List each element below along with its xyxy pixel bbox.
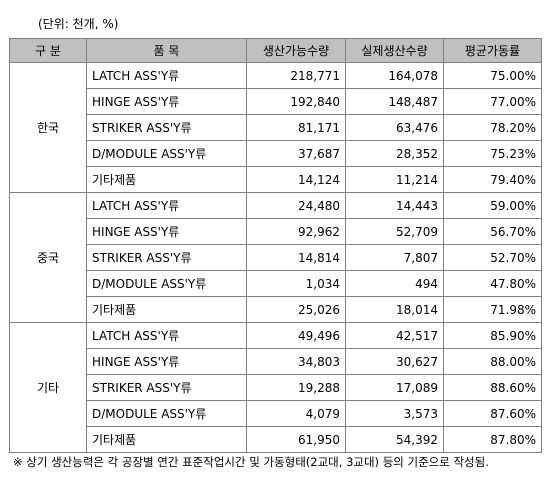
product-cell: STRIKER ASS'Y류 xyxy=(86,374,247,401)
table-row: 기타제품 25,026 18,014 71.98% xyxy=(10,296,542,323)
capacity-cell: 37,687 xyxy=(246,140,346,167)
capacity-cell: 25,026 xyxy=(246,296,346,323)
rate-cell: 71.98% xyxy=(443,296,542,323)
product-cell: 기타제품 xyxy=(86,426,247,453)
table-row: HINGE ASS'Y류 92,962 52,709 56.70% xyxy=(10,218,542,245)
table-row: STRIKER ASS'Y류 14,814 7,807 52.70% xyxy=(10,244,542,271)
product-cell: D/MODULE ASS'Y류 xyxy=(86,400,247,427)
header-division: 구 분 xyxy=(9,38,87,63)
capacity-cell: 24,480 xyxy=(246,192,346,219)
actual-cell: 164,078 xyxy=(345,62,444,89)
product-cell: HINGE ASS'Y류 xyxy=(86,88,247,115)
actual-cell: 52,709 xyxy=(345,218,444,245)
table-row: 한국 LATCH ASS'Y류 218,771 164,078 75.00% xyxy=(9,62,542,193)
product-cell: LATCH ASS'Y류 xyxy=(86,192,247,219)
rate-cell: 77.00% xyxy=(443,88,542,115)
region-cell: 기타 xyxy=(9,322,87,453)
actual-cell: 42,517 xyxy=(345,322,444,349)
table-row: D/MODULE ASS'Y류 1,034 494 47.80% xyxy=(10,270,542,297)
capacity-cell: 34,803 xyxy=(246,348,346,375)
header-capacity: 생산가능수량 xyxy=(246,38,346,63)
rate-cell: 47.80% xyxy=(443,270,542,297)
product-cell: STRIKER ASS'Y류 xyxy=(86,114,247,141)
rate-cell: 79.40% xyxy=(443,166,542,193)
product-cell: 기타제품 xyxy=(86,296,247,323)
table-row: 기타제품 14,124 11,214 79.40% xyxy=(10,166,542,193)
capacity-cell: 19,288 xyxy=(246,374,346,401)
table-header-row: 구 분 품 목 생산가능수량 실제생산수량 평균가동률 xyxy=(9,38,542,63)
table-body: 한국 LATCH ASS'Y류 218,771 164,078 75.00% HINGE … xyxy=(9,62,542,453)
table-row: STRIKER ASS'Y류 19,288 17,089 88.60% xyxy=(10,374,542,401)
product-cell: 기타제품 xyxy=(86,166,247,193)
rate-cell: 88.60% xyxy=(443,374,542,401)
header-rate: 평균가동률 xyxy=(443,38,542,63)
capacity-cell: 61,950 xyxy=(246,426,346,453)
table-row: D/MODULE ASS'Y류 37,687 28,352 75.23% xyxy=(10,140,542,167)
rate-cell: 75.23% xyxy=(443,140,542,167)
table-row: 중국 LATCH ASS'Y류 24,480 14,443 59.00% xyxy=(9,192,542,323)
capacity-cell: 4,079 xyxy=(246,400,346,427)
production-capacity-table: 구 분 품 목 생산가능수량 실제생산수량 평균가동률 한국 LATCH ASS'… xyxy=(9,38,542,453)
product-cell: HINGE ASS'Y류 xyxy=(86,348,247,375)
table-row: 기타제품 61,950 54,392 87.80% xyxy=(10,426,542,453)
header-actual: 실제생산수량 xyxy=(345,38,444,63)
region-cell: 중국 xyxy=(9,192,87,323)
header-product: 품 목 xyxy=(86,38,247,63)
actual-cell: 11,214 xyxy=(345,166,444,193)
actual-cell: 148,487 xyxy=(345,88,444,115)
product-cell: D/MODULE ASS'Y류 xyxy=(86,140,247,167)
actual-cell: 17,089 xyxy=(345,374,444,401)
rate-cell: 87.60% xyxy=(443,400,542,427)
actual-cell: 494 xyxy=(345,270,444,297)
actual-cell: 3,573 xyxy=(345,400,444,427)
table-row: STRIKER ASS'Y류 81,171 63,476 78.20% xyxy=(10,114,542,141)
actual-cell: 18,014 xyxy=(345,296,444,323)
rate-cell: 85.90% xyxy=(443,322,542,349)
rate-cell: 75.00% xyxy=(443,62,542,89)
actual-cell: 54,392 xyxy=(345,426,444,453)
capacity-cell: 49,496 xyxy=(246,322,346,349)
rate-cell: 87.80% xyxy=(443,426,542,453)
actual-cell: 63,476 xyxy=(345,114,444,141)
actual-cell: 7,807 xyxy=(345,244,444,271)
capacity-cell: 81,171 xyxy=(246,114,346,141)
table-row: HINGE ASS'Y류 192,840 148,487 77.00% xyxy=(10,88,542,115)
capacity-cell: 14,124 xyxy=(246,166,346,193)
rate-cell: 78.20% xyxy=(443,114,542,141)
unit-label: (단위: 천개, %) xyxy=(38,17,119,31)
capacity-cell: 92,962 xyxy=(246,218,346,245)
rate-cell: 56.70% xyxy=(443,218,542,245)
table-row: 기타 LATCH ASS'Y류 49,496 42,517 85.90% xyxy=(9,322,542,453)
capacity-cell: 14,814 xyxy=(246,244,346,271)
actual-cell: 28,352 xyxy=(345,140,444,167)
table-row: HINGE ASS'Y류 34,803 30,627 88.00% xyxy=(10,348,542,375)
product-cell: LATCH ASS'Y류 xyxy=(86,62,247,89)
product-cell: D/MODULE ASS'Y류 xyxy=(86,270,247,297)
footnote: ※ 상기 생산능력은 각 공장별 연간 표준작업시간 및 가동형태(2교대, 3… xyxy=(13,455,489,469)
rate-cell: 88.00% xyxy=(443,348,542,375)
rate-cell: 59.00% xyxy=(443,192,542,219)
product-cell: HINGE ASS'Y류 xyxy=(86,218,247,245)
capacity-cell: 1,034 xyxy=(246,270,346,297)
product-cell: STRIKER ASS'Y류 xyxy=(86,244,247,271)
table-row: D/MODULE ASS'Y류 4,079 3,573 87.60% xyxy=(10,400,542,427)
region-cell: 한국 xyxy=(9,62,87,193)
capacity-cell: 192,840 xyxy=(246,88,346,115)
capacity-cell: 218,771 xyxy=(246,62,346,89)
actual-cell: 14,443 xyxy=(345,192,444,219)
product-cell: LATCH ASS'Y류 xyxy=(86,322,247,349)
actual-cell: 30,627 xyxy=(345,348,444,375)
rate-cell: 52.70% xyxy=(443,244,542,271)
